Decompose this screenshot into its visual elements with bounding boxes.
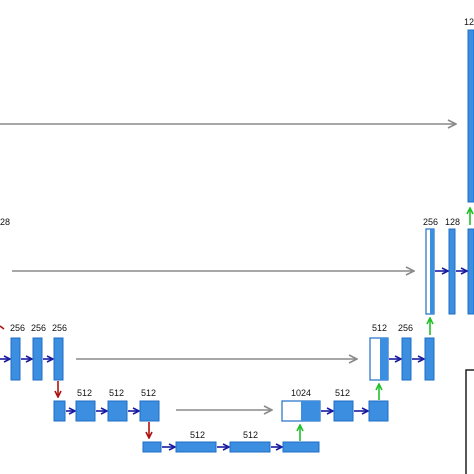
feature-map-block [467, 29, 474, 203]
feature-map-block [75, 400, 96, 422]
feature-map-block [139, 400, 160, 422]
feature-map-block [380, 338, 388, 380]
channel-label: 1024 [291, 388, 311, 398]
feature-map-block [424, 337, 435, 381]
feature-map-block [448, 228, 456, 315]
channel-label: 256 [423, 217, 438, 227]
feature-map-block [430, 229, 434, 314]
channel-label: 28 [0, 217, 10, 227]
legend-box [465, 369, 474, 474]
feature-map-block [282, 441, 320, 453]
feature-map-block [53, 337, 64, 381]
channel-label: 512 [141, 388, 156, 398]
max-pool-arrow [0, 325, 5, 330]
feature-map-block [401, 337, 412, 381]
channel-label: 128 [445, 217, 460, 227]
channel-label: 512 [109, 388, 124, 398]
feature-map-block [467, 228, 474, 315]
feature-map-block [368, 400, 389, 422]
channel-label: 512 [372, 323, 387, 333]
channel-label: 512 [335, 388, 350, 398]
feature-map-block [107, 400, 128, 422]
feature-map-block [301, 401, 320, 421]
feature-map-block [229, 441, 271, 453]
feature-map-block [142, 441, 162, 453]
feature-map-block [10, 337, 21, 381]
channel-label: 512 [190, 430, 205, 440]
feature-map-block [175, 441, 217, 453]
channel-label: 512 [77, 388, 92, 398]
channel-label: 12 [464, 17, 474, 27]
channel-label: 512 [243, 430, 258, 440]
channel-label: 256 [398, 323, 413, 333]
channel-label: 256 [31, 323, 46, 333]
feature-map-block [53, 400, 66, 422]
channel-label: 256 [52, 323, 67, 333]
feature-map-block [32, 337, 43, 381]
feature-map-block [333, 400, 354, 422]
channel-label: 256 [10, 323, 25, 333]
